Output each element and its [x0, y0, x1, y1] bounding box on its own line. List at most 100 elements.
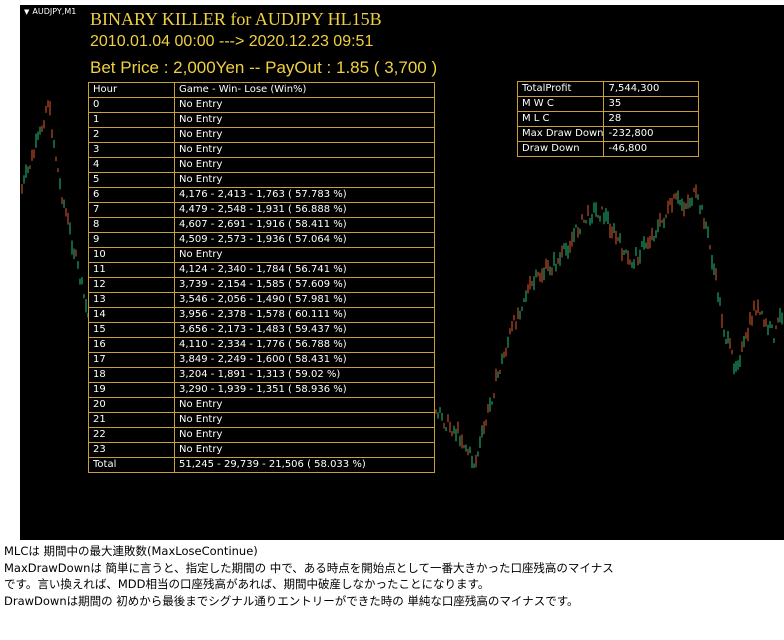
hour-cell: 9 — [88, 232, 175, 248]
stats-row: TotalProfit 7,544,300 — [516, 81, 700, 97]
table-row: 9 4,509 - 2,573 - 1,936 ( 57.064 %) — [88, 232, 435, 248]
result-cell: 4,607 - 2,691 - 1,916 ( 58.411 %) — [174, 217, 435, 233]
table-row: 1 No Entry — [88, 112, 435, 128]
hour-cell: 2 — [88, 127, 175, 143]
result-cell: 4,176 - 2,413 - 1,763 ( 57.783 %) — [174, 187, 435, 203]
stat-value: -46,800 — [603, 141, 700, 157]
chart-menu-arrow-icon[interactable]: ▼ — [24, 8, 30, 16]
table-row: 0 No Entry — [88, 97, 435, 113]
table-row: 15 3,656 - 2,173 - 1,483 ( 59.437 %) — [88, 322, 435, 338]
table-row: 22 No Entry — [88, 427, 435, 443]
stats-row: Draw Down -46,800 — [516, 141, 700, 157]
result-cell: 3,290 - 1,939 - 1,351 ( 58.936 %) — [174, 382, 435, 398]
note-line: DrawDownは期間の 初めから最後までシグナル通りエントリーができた時の 単… — [4, 593, 579, 608]
result-cell: No Entry — [174, 247, 435, 263]
hour-cell: 13 — [88, 292, 175, 308]
table-row: 12 3,739 - 2,154 - 1,585 ( 57.609 %) — [88, 277, 435, 293]
table-row: 23 No Entry — [88, 442, 435, 458]
table-header-row: Hour Game - Win- Lose (Win%) — [88, 82, 435, 98]
table-row: 8 4,607 - 2,691 - 1,916 ( 58.411 %) — [88, 217, 435, 233]
result-cell: No Entry — [174, 172, 435, 188]
indicator-title: BINARY KILLER for AUDJPY HL15B — [90, 9, 382, 29]
stat-label: Max Draw Down — [516, 126, 605, 142]
table-row: 16 4,110 - 2,334 - 1,776 ( 56.788 %) — [88, 337, 435, 353]
result-cell: 4,110 - 2,334 - 1,776 ( 56.788 %) — [174, 337, 435, 353]
result-cell: 3,656 - 2,173 - 1,483 ( 59.437 %) — [174, 322, 435, 338]
result-cell: No Entry — [174, 442, 435, 458]
stat-value: -232,800 — [603, 126, 700, 142]
table-row: 2 No Entry — [88, 127, 435, 143]
table-row: 17 3,849 - 2,249 - 1,600 ( 58.431 %) — [88, 352, 435, 368]
hour-cell: 7 — [88, 202, 175, 218]
table-row: 5 No Entry — [88, 172, 435, 188]
hour-cell: 1 — [88, 112, 175, 128]
table-row: 20 No Entry — [88, 397, 435, 413]
stats-row: M L C 28 — [516, 111, 700, 127]
table-row: 21 No Entry — [88, 412, 435, 428]
hour-cell: 6 — [88, 187, 175, 203]
note-line: MLCは 期間中の最大連敗数(MaxLoseContinue) — [4, 544, 258, 558]
table-row: 4 No Entry — [88, 157, 435, 173]
hour-cell: 21 — [88, 412, 175, 428]
stat-value: 7,544,300 — [603, 81, 700, 97]
stats-row: M W C 35 — [516, 96, 700, 112]
hour-cell: 12 — [88, 277, 175, 293]
hour-cell: 15 — [88, 322, 175, 338]
result-cell: 4,509 - 2,573 - 1,936 ( 57.064 %) — [174, 232, 435, 248]
hour-cell: 5 — [88, 172, 175, 188]
stat-value: 28 — [603, 111, 700, 127]
hour-cell: 8 — [88, 217, 175, 233]
bet-info: Bet Price : 2,000Yen -- PayOut : 1.85 ( … — [90, 58, 438, 77]
stat-label: M L C — [516, 111, 605, 127]
table-row: 3 No Entry — [88, 142, 435, 158]
table-row: 18 3,204 - 1,891 - 1,313 ( 59.02 %) — [88, 367, 435, 383]
result-cell: 3,849 - 2,249 - 1,600 ( 58.431 %) — [174, 352, 435, 368]
hour-cell: 14 — [88, 307, 175, 323]
stats-row: Max Draw Down -232,800 — [516, 126, 700, 142]
result-cell: 51,245 - 29,739 - 21,506 ( 58.033 %) — [174, 457, 435, 473]
result-cell: No Entry — [174, 127, 435, 143]
hour-cell: 4 — [88, 157, 175, 173]
hour-cell: 20 — [88, 397, 175, 413]
hourly-results-table: Hour Game - Win- Lose (Win%) 0 No Entry 1 No … — [88, 82, 435, 473]
explanation-notes: MLCは 期間中の最大連敗数(MaxLoseContinue) MaxDrawD… — [4, 543, 782, 609]
stat-label: TotalProfit — [516, 81, 605, 97]
column-header-result: Game - Win- Lose (Win%) — [174, 82, 435, 98]
hour-cell: 0 — [88, 97, 175, 113]
hour-cell: 23 — [88, 442, 175, 458]
note-line: です。言い換えれば、MDD相当の口座残高があれば、期間中破産しなかったことになり… — [4, 577, 490, 591]
result-cell: No Entry — [174, 157, 435, 173]
table-row: 19 3,290 - 1,939 - 1,351 ( 58.936 %) — [88, 382, 435, 398]
stat-value: 35 — [603, 96, 700, 112]
summary-stats-table: TotalProfit 7,544,300 M W C 35 M L C 28 Max Dr… — [516, 81, 700, 157]
hour-cell: 10 — [88, 247, 175, 263]
backtest-period: 2010.01.04 00:00 ---> 2020.12.23 09:51 — [90, 33, 374, 50]
hour-cell: 11 — [88, 262, 175, 278]
hour-cell: 19 — [88, 382, 175, 398]
result-cell: 3,956 - 2,378 - 1,578 ( 60.111 %) — [174, 307, 435, 323]
stat-label: Draw Down — [516, 141, 605, 157]
result-cell: 4,479 - 2,548 - 1,931 ( 56.888 %) — [174, 202, 435, 218]
result-cell: 3,546 - 2,056 - 1,490 ( 57.981 %) — [174, 292, 435, 308]
result-cell: 3,204 - 1,891 - 1,313 ( 59.02 %) — [174, 367, 435, 383]
hour-cell: 16 — [88, 337, 175, 353]
table-row: 6 4,176 - 2,413 - 1,763 ( 57.783 %) — [88, 187, 435, 203]
note-line: MaxDrawDownは 簡単に言うと、指定した期間の 中で、ある時点を開始点と… — [4, 560, 614, 575]
column-header-hour: Hour — [88, 82, 175, 98]
result-cell: No Entry — [174, 412, 435, 428]
hour-cell: 17 — [88, 352, 175, 368]
table-row: 13 3,546 - 2,056 - 1,490 ( 57.981 %) — [88, 292, 435, 308]
result-cell: No Entry — [174, 397, 435, 413]
hour-cell: Total — [88, 457, 175, 473]
table-row: 11 4,124 - 2,340 - 1,784 ( 56.741 %) — [88, 262, 435, 278]
table-row: 10 No Entry — [88, 247, 435, 263]
result-cell: 3,739 - 2,154 - 1,585 ( 57.609 %) — [174, 277, 435, 293]
stat-label: M W C — [516, 96, 605, 112]
hour-cell: 22 — [88, 427, 175, 443]
chart-symbol-label: ▼ AUDJPY,M1 — [24, 7, 77, 16]
result-cell: No Entry — [174, 97, 435, 113]
table-row: 7 4,479 - 2,548 - 1,931 ( 56.888 %) — [88, 202, 435, 218]
table-row: Total 51,245 - 29,739 - 21,506 ( 58.033 %… — [88, 457, 435, 473]
hour-cell: 3 — [88, 142, 175, 158]
result-cell: No Entry — [174, 112, 435, 128]
